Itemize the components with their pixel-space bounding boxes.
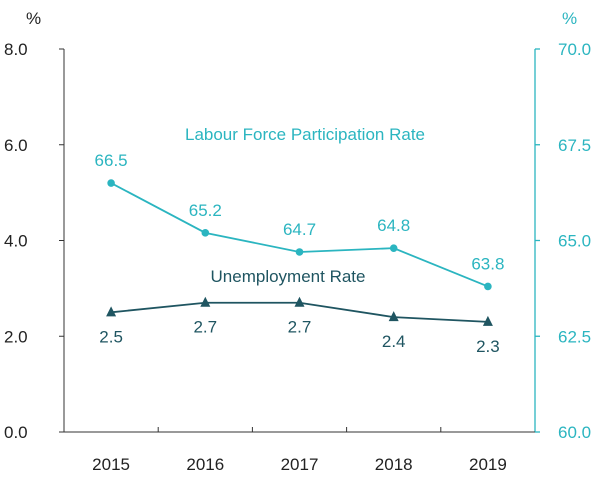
right-axis-tick-label: 65.0 bbox=[558, 232, 591, 251]
x-axis-tick-label: 2019 bbox=[469, 455, 507, 474]
series-labour-force-participation-rate: 66.5 65.2 64.7 64.8 63.8 bbox=[95, 151, 504, 291]
series-unemployment-rate: 2.5 2.7 2.7 2.4 2.3 bbox=[99, 296, 500, 356]
data-label: 2.4 bbox=[382, 332, 406, 351]
left-axis-tick-label: 2.0 bbox=[4, 327, 28, 346]
left-axis-unit: % bbox=[26, 9, 41, 28]
left-axis-tick-label: 6.0 bbox=[4, 136, 28, 155]
data-point bbox=[482, 315, 493, 326]
axes bbox=[59, 48, 540, 433]
tick-labels: 0.0 2.0 4.0 6.0 8.0 60.0 62.5 65.0 67.5 70.0% % 201… bbox=[4, 9, 591, 474]
data-label: 2.3 bbox=[476, 337, 500, 356]
x-axis-tick-label: 2015 bbox=[92, 455, 130, 474]
data-label: 64.8 bbox=[377, 216, 410, 235]
series-name-label: Labour Force Participation Rate bbox=[185, 125, 425, 144]
right-axis-tick-label: 67.5 bbox=[558, 136, 591, 155]
data-label: 63.8 bbox=[471, 254, 504, 273]
x-axis-tick-label: 2018 bbox=[375, 455, 413, 474]
data-point bbox=[107, 179, 115, 187]
data-point bbox=[388, 311, 399, 322]
data-label: 66.5 bbox=[95, 151, 128, 170]
data-label: 2.7 bbox=[193, 318, 217, 337]
data-point bbox=[484, 282, 492, 291]
series-layer: 66.5 65.2 64.7 64.8 63.8 2.5 2.7 2.7 2.4 2.3 bbox=[95, 151, 505, 356]
right-axis-tick-label: 70.0 bbox=[558, 40, 591, 59]
left-axis-tick-label: 4.0 bbox=[4, 232, 28, 251]
data-label: 2.7 bbox=[288, 318, 312, 337]
series-names: Labour Force Participation Rate Unemploym… bbox=[185, 125, 425, 286]
data-point bbox=[295, 248, 304, 256]
x-axis-tick-label: 2016 bbox=[186, 455, 224, 474]
data-label: 65.2 bbox=[189, 201, 222, 220]
data-label: 2.5 bbox=[99, 327, 123, 346]
right-axis-unit: % bbox=[562, 9, 577, 28]
right-axis-tick-label: 60.0 bbox=[558, 423, 591, 442]
x-axis-tick-label: 2017 bbox=[281, 455, 319, 474]
data-point bbox=[389, 244, 398, 252]
data-point bbox=[294, 296, 305, 307]
data-label: 64.7 bbox=[283, 220, 316, 239]
series-name-label: Unemployment Rate bbox=[211, 267, 366, 286]
left-axis-tick-label: 8.0 bbox=[4, 40, 28, 59]
left-axis-tick-label: 0.0 bbox=[4, 423, 28, 442]
data-point bbox=[201, 229, 210, 237]
data-point bbox=[200, 296, 211, 307]
data-point bbox=[106, 306, 117, 317]
right-axis-tick-label: 62.5 bbox=[558, 327, 591, 346]
